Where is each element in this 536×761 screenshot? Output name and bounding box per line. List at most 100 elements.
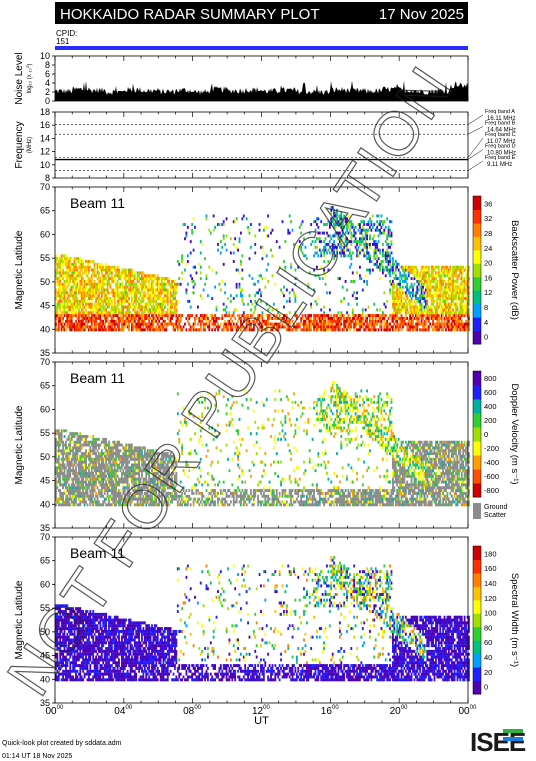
scatter-cell (436, 291, 438, 294)
scatter-cell (144, 297, 146, 300)
scatter-cell (140, 291, 142, 294)
scatter-cell (363, 252, 365, 255)
scatter-cell (75, 291, 77, 294)
scatter-cell (58, 461, 60, 464)
plot-date: 17 Nov 2025 (379, 6, 464, 23)
scatter-cell (414, 271, 416, 274)
scatter-cell (424, 283, 426, 286)
scatter-cell (376, 260, 378, 263)
scatter-cell (148, 306, 150, 309)
colorbar-tick-label: 12 (484, 288, 492, 297)
scatter-cell (64, 435, 66, 438)
scatter-cell (408, 274, 410, 277)
scatter-cell (452, 277, 454, 280)
scatter-cell (414, 300, 416, 303)
scatter-cell (247, 226, 249, 229)
scatter-cell (249, 232, 251, 235)
scatter-cell (91, 323, 93, 326)
scatter-cell (174, 294, 176, 297)
scatter-cell (141, 317, 143, 320)
scatter-cell (206, 320, 208, 323)
scatter-cell (373, 325, 375, 328)
scatter-cell (82, 308, 84, 311)
scatter-cell (382, 252, 384, 255)
scatter-cell (353, 291, 355, 294)
scatter-cell (359, 274, 361, 277)
scatter-cell (87, 435, 89, 438)
scatter-cell (75, 320, 77, 323)
scatter-cell (117, 280, 119, 283)
scatter-cell (89, 452, 91, 455)
scatter-cell (375, 257, 377, 260)
scatter-cell (392, 280, 394, 283)
scatter-cell (170, 320, 172, 323)
scatter-cell (88, 486, 90, 489)
scatter-cell (418, 317, 420, 320)
scatter-cell (204, 325, 206, 328)
scatter-cell (102, 481, 104, 484)
scatter-cell (362, 314, 364, 317)
scatter-cell (365, 314, 367, 317)
scatter-cell (65, 254, 67, 257)
scatter-cell (89, 463, 91, 466)
scatter-cell (399, 325, 401, 328)
scatter-cell (345, 280, 347, 283)
colorbar-tick-label: 28 (484, 229, 492, 238)
scatter-cell (78, 317, 80, 320)
scatter-cell (95, 274, 97, 277)
scatter-cell (398, 306, 400, 309)
scatter-cell (185, 232, 187, 235)
scatter-cell (65, 441, 67, 444)
scatter-cell (101, 492, 103, 495)
scatter-cell (365, 308, 367, 311)
scatter-cell (289, 215, 291, 218)
colorbar-tick-label: 32 (484, 214, 492, 223)
scatter-cell (236, 217, 238, 220)
scatter-cell (335, 328, 337, 331)
scatter-cell (150, 317, 152, 320)
scatter-cell (388, 325, 390, 328)
scatter-cell (441, 325, 443, 328)
scatter-cell (125, 323, 127, 326)
scatter-cell (457, 308, 459, 311)
scatter-cell (346, 328, 348, 331)
scatter-cell (75, 466, 77, 469)
scatter-cell (431, 291, 433, 294)
scatter-cell (89, 266, 91, 269)
scatter-cell (117, 446, 119, 449)
scatter-cell (193, 286, 195, 289)
scatter-cell (208, 266, 210, 269)
scatter-cell (241, 277, 243, 280)
scatter-cell (350, 325, 352, 328)
scatter-cell (401, 277, 403, 280)
scatter-cell (330, 314, 332, 317)
scatter-cell (59, 263, 61, 266)
scatter-cell (340, 317, 342, 320)
scatter-cell (254, 243, 256, 246)
scatter-cell (241, 254, 243, 257)
scatter-cell (399, 286, 401, 289)
scatter-cell (406, 294, 408, 297)
scatter-cell (464, 269, 466, 272)
scatter-cell (175, 291, 177, 294)
scatter-cell (379, 269, 381, 272)
scatter-cell (442, 283, 444, 286)
scatter-cell (72, 466, 74, 469)
scatter-cell (114, 300, 116, 303)
scatter-cell (373, 303, 375, 306)
scatter-cell (151, 294, 153, 297)
scatter-cell (197, 323, 199, 326)
scatter-cell (111, 478, 113, 481)
scatter-cell (399, 283, 401, 286)
scatter-cell (270, 249, 272, 252)
scatter-cell (412, 320, 414, 323)
scatter-cell (165, 325, 167, 328)
scatter-cell (104, 291, 106, 294)
scatter-cell (214, 314, 216, 317)
scatter-cell (118, 452, 120, 455)
scatter-cell (64, 449, 66, 452)
scatter-cell (95, 452, 97, 455)
scatter-cell (375, 317, 377, 320)
scatter-cell (94, 263, 96, 266)
scatter-cell (69, 466, 71, 469)
